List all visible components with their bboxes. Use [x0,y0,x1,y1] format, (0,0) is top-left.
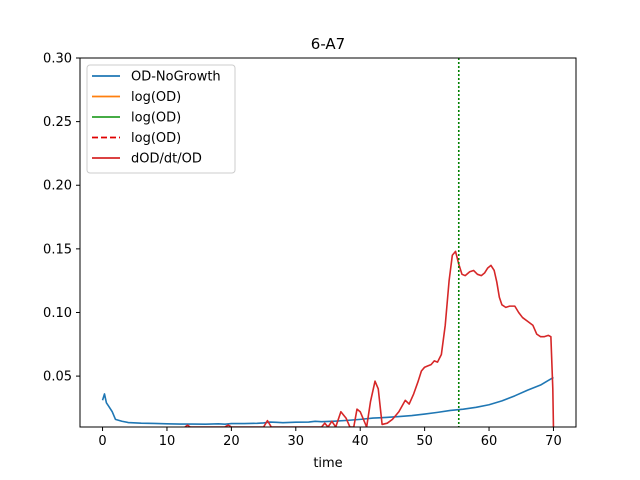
x-tick-label: 0 [98,434,106,449]
x-axis: 0 10 20 30 40 50 60 70 [98,427,562,449]
series-line-od-nogrowth-0 [101,376,554,426]
legend-label: log(OD) [131,111,181,126]
plot-clip-group [101,58,555,427]
legend-box [86,64,236,174]
legend: OD-NoGrowth log(OD) log(OD) log(OD) dOD/dt/O… [86,64,236,174]
plot-frame [79,57,577,428]
y-tick-label: 0.25 [43,115,72,130]
y-tick-label: 0.10 [43,306,72,321]
x-axis-label: time [313,456,342,471]
y-tick-label: 0.05 [43,370,72,385]
x-tick-label: 40 [352,434,369,449]
y-tick-label: 0.30 [43,52,72,67]
legend-label: OD-NoGrowth [131,70,221,85]
legend-label: log(OD) [131,131,181,146]
legend-label: log(OD) [131,90,181,105]
y-tick-label: 0.20 [43,179,72,194]
x-tick-label: 20 [223,434,240,449]
plot-area [101,58,555,427]
chart-title: 6-A7 [311,35,345,53]
y-tick-label: 0.15 [43,242,72,257]
x-tick-label: 30 [288,434,305,449]
series-line-dod-dt-od-4 [184,250,555,427]
x-tick-label: 70 [545,434,562,449]
x-tick-label: 60 [481,434,498,449]
legend-label: dOD/dt/OD [131,152,202,167]
y-axis: 0.05 0.10 0.15 0.20 0.25 0.30 [43,52,80,385]
x-tick-label: 10 [159,434,176,449]
x-tick-label: 50 [416,434,433,449]
